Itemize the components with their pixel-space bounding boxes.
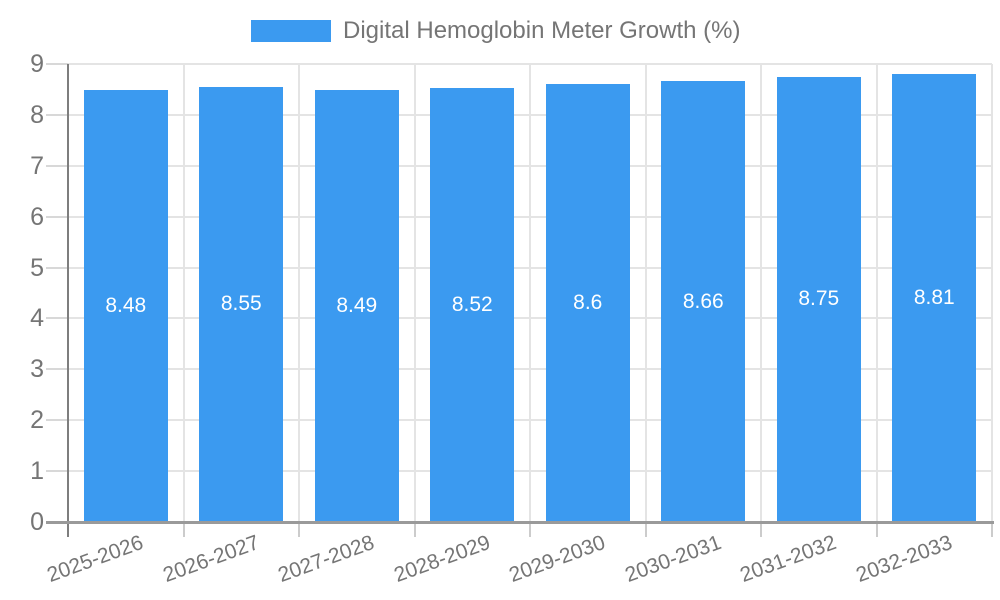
- x-axis-tick-label: 2030-2031: [621, 531, 725, 587]
- x-gridline: [298, 64, 300, 522]
- y-axis-tick-label: 1: [30, 457, 44, 486]
- x-gridline: [991, 64, 993, 522]
- x-gridline: [644, 64, 647, 522]
- y-axis-tick: [46, 215, 68, 218]
- x-axis-tick: [760, 522, 762, 537]
- x-axis-tick: [529, 522, 531, 537]
- bar[interactable]: [83, 90, 168, 522]
- x-gridline: [413, 64, 416, 522]
- x-axis-tick-label: 2028-2029: [390, 531, 494, 587]
- x-axis-tick-label: 2026-2027: [159, 531, 263, 587]
- y-axis-tick: [46, 113, 68, 116]
- x-gridline: [182, 64, 185, 522]
- y-axis-tick: [46, 419, 68, 422]
- x-axis-tick: [644, 522, 647, 537]
- y-axis-line: [67, 64, 69, 537]
- bar[interactable]: [776, 76, 861, 522]
- x-axis-tick-label: 2025-2026: [44, 531, 147, 587]
- y-axis-tick-label: 4: [30, 304, 44, 333]
- y-axis-tick-label: 3: [30, 355, 44, 384]
- bar[interactable]: [314, 89, 399, 522]
- bar-value-label: 8.81: [913, 285, 955, 309]
- legend-label[interactable]: Digital Hemoglobin Meter Growth (%): [343, 17, 741, 44]
- x-axis-tick-label: 2031-2032: [737, 531, 840, 587]
- x-gridline: [875, 64, 878, 522]
- bar[interactable]: [661, 81, 746, 522]
- x-axis-tick: [991, 522, 993, 537]
- x-axis-tick: [413, 522, 416, 537]
- y-axis-tick-label: 6: [30, 202, 44, 231]
- bar[interactable]: [892, 73, 977, 522]
- y-axis-tick: [46, 368, 68, 371]
- x-gridline: [760, 64, 762, 522]
- y-axis-tick: [46, 317, 68, 320]
- x-axis-tick: [875, 522, 878, 537]
- x-axis-line: [46, 521, 994, 524]
- y-axis-tick-label: 8: [30, 100, 44, 129]
- bar-value-label: 8.52: [451, 293, 493, 317]
- x-axis-tick: [298, 522, 300, 537]
- x-gridline: [529, 64, 531, 522]
- x-axis-tick-label: 2029-2030: [506, 531, 609, 587]
- legend-swatch[interactable]: [251, 20, 331, 42]
- y-axis-tick: [46, 63, 68, 65]
- bar-value-label: 8.48: [105, 294, 147, 318]
- y-axis-tick: [46, 164, 68, 167]
- y-axis-tick-label: 2: [30, 406, 44, 435]
- x-axis-tick-label: 2032-2033: [852, 531, 956, 587]
- y-axis-tick-label: 9: [30, 50, 44, 78]
- bar[interactable]: [199, 86, 284, 522]
- bar-value-label: 8.66: [682, 289, 724, 313]
- x-axis-tick: [182, 522, 185, 537]
- x-axis-tick-label: 2027-2028: [275, 531, 378, 587]
- y-axis-tick: [46, 470, 68, 473]
- y-axis-tick-label: 0: [30, 508, 44, 536]
- y-axis-tick-label: 5: [30, 253, 44, 282]
- y-axis-tick-label: 7: [30, 151, 44, 180]
- y-axis-tick: [46, 266, 68, 269]
- bar-value-label: 8.75: [798, 287, 840, 311]
- bar[interactable]: [430, 88, 515, 522]
- bar-value-label: 8.55: [220, 292, 262, 316]
- bar-value-label: 8.49: [336, 293, 378, 317]
- bar[interactable]: [545, 84, 630, 522]
- bar-value-label: 8.6: [573, 291, 603, 315]
